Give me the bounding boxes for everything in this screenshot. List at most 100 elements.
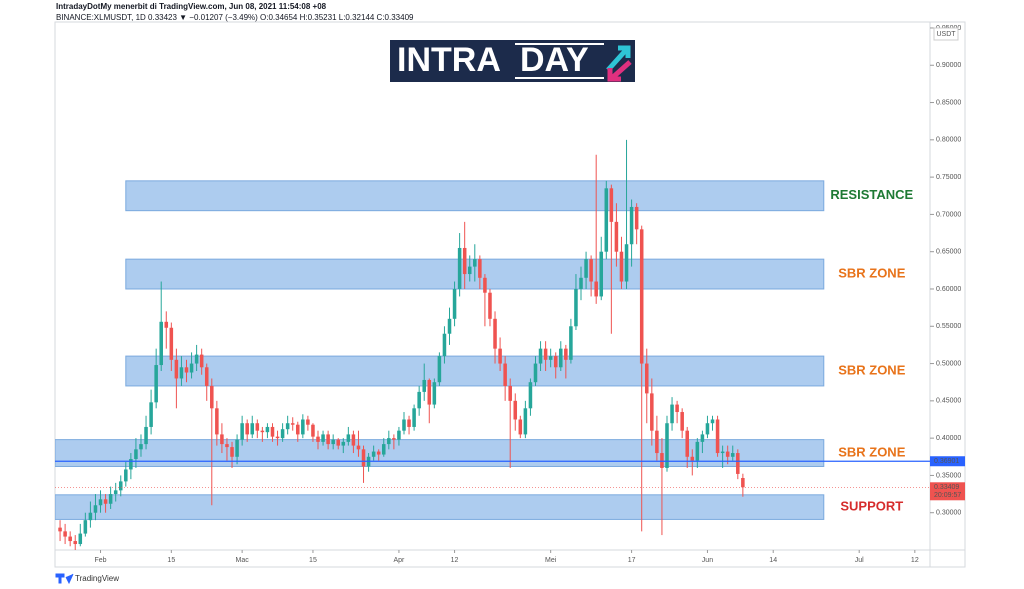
candle-body [665, 423, 669, 468]
candle-body [559, 348, 563, 368]
candle-body [331, 439, 335, 445]
logo-arrow [607, 60, 632, 82]
candle-body [442, 333, 447, 357]
candle-body [538, 348, 543, 364]
zone [55, 439, 825, 467]
candle-body [134, 449, 138, 460]
candle-body [199, 354, 204, 368]
candle-body [139, 444, 143, 450]
candle-body [533, 363, 538, 383]
x-tick-label: Feb [94, 557, 106, 564]
zone [55, 494, 825, 520]
x-tick-label: 15 [167, 557, 175, 564]
logo-bg [390, 40, 635, 82]
header-line: IntradayDotMy menerbit di TradingView.co… [56, 2, 327, 11]
candle-body [402, 419, 406, 431]
candle-body [710, 419, 715, 424]
x-tick-label: 14 [769, 557, 777, 564]
candle-body [690, 456, 695, 461]
candle-body [68, 536, 72, 542]
y-tick-label: 0.75000 [936, 174, 961, 181]
y-tick-label: 0.55000 [936, 323, 961, 330]
logo: INTRA DAY [390, 40, 635, 82]
price-tag-countdown: 20:09:57 [934, 492, 961, 499]
candle-body [720, 451, 725, 454]
candle-body [154, 365, 158, 403]
candle-body [280, 429, 285, 439]
candle-body [275, 436, 280, 439]
currency-label: USDT [936, 31, 956, 38]
candle-body [705, 423, 710, 435]
candle-body [169, 327, 174, 360]
x-tick-label: 12 [911, 557, 919, 564]
candle-body [432, 382, 437, 405]
candle-body [660, 453, 664, 468]
price-tag [930, 456, 965, 467]
candle-body [407, 419, 411, 427]
candle-body [361, 449, 366, 467]
candle-body [98, 499, 103, 506]
candle-body [675, 404, 679, 413]
candle-body [462, 247, 467, 275]
candle-body [215, 408, 219, 435]
candle-body [204, 367, 209, 386]
candle-body [513, 400, 518, 420]
x-tick-label: Apr [393, 557, 405, 564]
candle-body [88, 512, 93, 521]
zone-label: RESISTANCE [830, 187, 913, 202]
candle-body [83, 520, 88, 534]
candle-body [356, 445, 361, 450]
y-tick-label: 0.70000 [936, 211, 961, 218]
candle-body [174, 359, 179, 379]
candle-body [589, 259, 593, 282]
y-tick-label: 0.60000 [936, 286, 961, 293]
plot [55, 139, 825, 550]
candle-body [543, 348, 548, 360]
candle-body [508, 385, 512, 401]
price-tag-value: 0.36901 [934, 458, 959, 465]
candle-body [73, 541, 78, 545]
candle-body [260, 430, 265, 433]
y-tick-label: 0.45000 [936, 398, 961, 405]
candle-body [124, 469, 128, 482]
candle-body [392, 438, 396, 440]
candle-body [381, 444, 386, 455]
candle-body [245, 423, 249, 435]
candle-body [518, 419, 523, 435]
price-tag [930, 482, 965, 501]
candle-body [326, 434, 330, 445]
candle-body [553, 356, 558, 368]
candle-body [584, 259, 588, 278]
candle-body [387, 438, 391, 445]
candle-body [670, 404, 674, 424]
candle-body [346, 434, 351, 442]
footer-icon [55, 573, 74, 585]
candle-body [58, 527, 62, 532]
chart-frame [54, 21, 966, 568]
candle-body [179, 367, 184, 379]
candle-body [184, 367, 189, 373]
candle-body [296, 424, 300, 435]
candle-body [700, 434, 705, 442]
candle-body [695, 441, 700, 461]
y-tick-label: 0.65000 [936, 249, 961, 256]
candle-body [129, 459, 133, 470]
candle-body [730, 453, 735, 457]
candle-body [736, 453, 740, 474]
logo-arrow [606, 45, 631, 72]
candle-body [351, 434, 356, 446]
candle-body [488, 292, 492, 319]
candle-body [437, 356, 442, 383]
y-tick-label: 0.80000 [936, 137, 961, 144]
candle-body [164, 321, 169, 328]
candle-body [371, 451, 376, 457]
candle-body [108, 494, 113, 504]
y-tick-label: 0.40000 [936, 435, 961, 442]
zone-label: SBR ZONE [838, 444, 906, 459]
candle-body [644, 363, 649, 394]
candle-body [422, 379, 426, 392]
candle-body [301, 419, 305, 435]
candle-body [93, 505, 98, 513]
candle-body [341, 441, 346, 446]
